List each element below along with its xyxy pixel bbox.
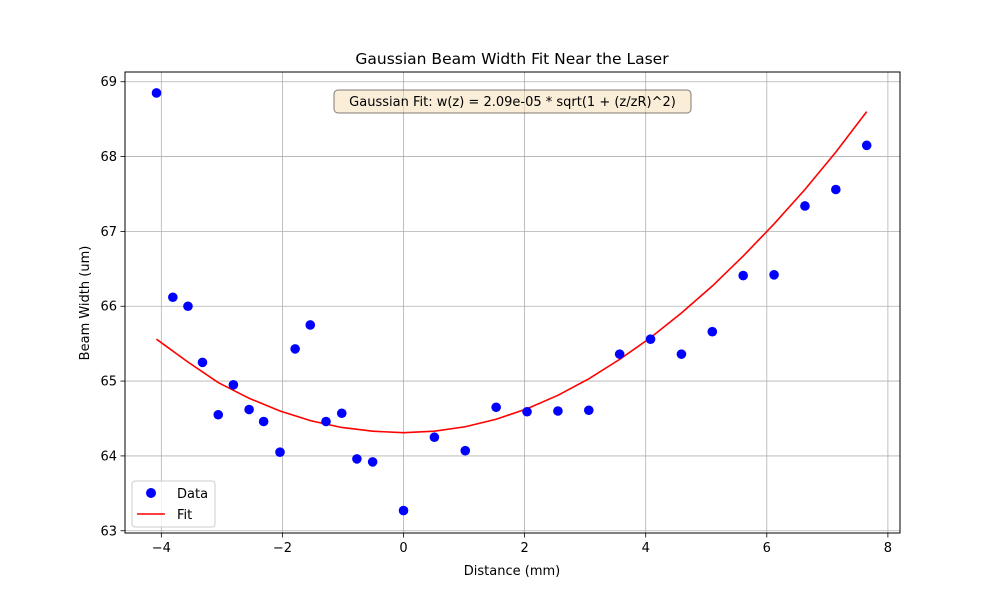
data-point [183, 301, 193, 312]
data-point [367, 457, 378, 467]
x-axis-label: Distance (mm) [464, 564, 560, 579]
legend: Data Fit [131, 480, 216, 528]
data-point [275, 447, 285, 457]
data-point [290, 344, 300, 354]
y-tick-label: 66 [100, 300, 117, 315]
data-point [429, 432, 440, 443]
y-tick-label: 65 [100, 375, 117, 390]
y-tick-label: 69 [100, 75, 117, 90]
data-point [460, 445, 471, 456]
x-tick-label: −2 [273, 541, 292, 556]
data-point [321, 416, 331, 427]
fit-annotation: Gaussian Fit: w(z) = 2.09e-05 * sqrt(1 +… [333, 89, 692, 114]
data-point [352, 454, 362, 464]
y-axis-label: Beam Width (um) [78, 246, 93, 361]
y-tick-label: 63 [100, 524, 117, 539]
data-point [151, 88, 162, 98]
data-point [197, 357, 208, 368]
data-point [769, 270, 779, 280]
chart-title: Gaussian Beam Width Fit Near the Laser [355, 50, 669, 68]
legend-label-data: Data [177, 487, 208, 502]
annotation-text: Gaussian Fit: w(z) = 2.09e-05 * sqrt(1 +… [349, 95, 676, 110]
data-point [228, 380, 239, 390]
grid [125, 72, 900, 533]
data-point [336, 408, 347, 419]
data-point [553, 406, 563, 416]
annotation-box [333, 89, 692, 114]
data-point [583, 405, 594, 416]
data-point [645, 334, 656, 344]
fit-line-layer [156, 111, 868, 434]
data-point [305, 320, 316, 330]
fit-line [156, 111, 868, 434]
legend-data-marker [146, 488, 156, 498]
data-points-layer [151, 88, 872, 516]
data-point [522, 406, 532, 417]
data-point [213, 409, 224, 420]
y-tick-label: 67 [100, 225, 117, 240]
x-tick-label: 0 [399, 541, 407, 556]
data-point [800, 201, 810, 211]
data-point [491, 402, 501, 413]
data-point [258, 416, 269, 427]
data-point [168, 292, 178, 303]
data-point [831, 184, 841, 195]
legend-label-fit: Fit [177, 508, 192, 523]
data-point [707, 326, 718, 337]
data-point [244, 404, 254, 415]
x-tick-label: 2 [520, 541, 528, 556]
plot-area-frame [124, 71, 901, 534]
data-point [398, 505, 409, 516]
data-point [738, 270, 748, 281]
data-point [861, 140, 872, 151]
y-tick-label: 68 [100, 150, 117, 165]
data-point [676, 349, 687, 359]
data-point [614, 349, 625, 359]
x-tick-label: −4 [152, 541, 171, 556]
x-tick-label: 8 [884, 541, 892, 556]
y-tick-label: 64 [100, 449, 117, 464]
x-tick-label: 4 [642, 541, 650, 556]
x-tick-label: 6 [763, 541, 771, 556]
